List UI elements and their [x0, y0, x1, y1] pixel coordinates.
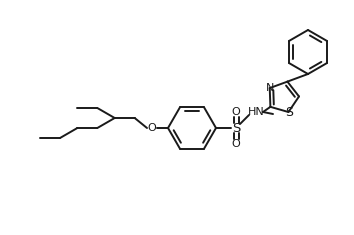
Text: S: S [285, 106, 293, 118]
Text: S: S [232, 121, 240, 134]
Text: O: O [148, 123, 156, 133]
Text: HN: HN [248, 107, 264, 117]
Text: O: O [232, 107, 240, 117]
Text: O: O [232, 139, 240, 149]
Text: N: N [266, 83, 274, 93]
